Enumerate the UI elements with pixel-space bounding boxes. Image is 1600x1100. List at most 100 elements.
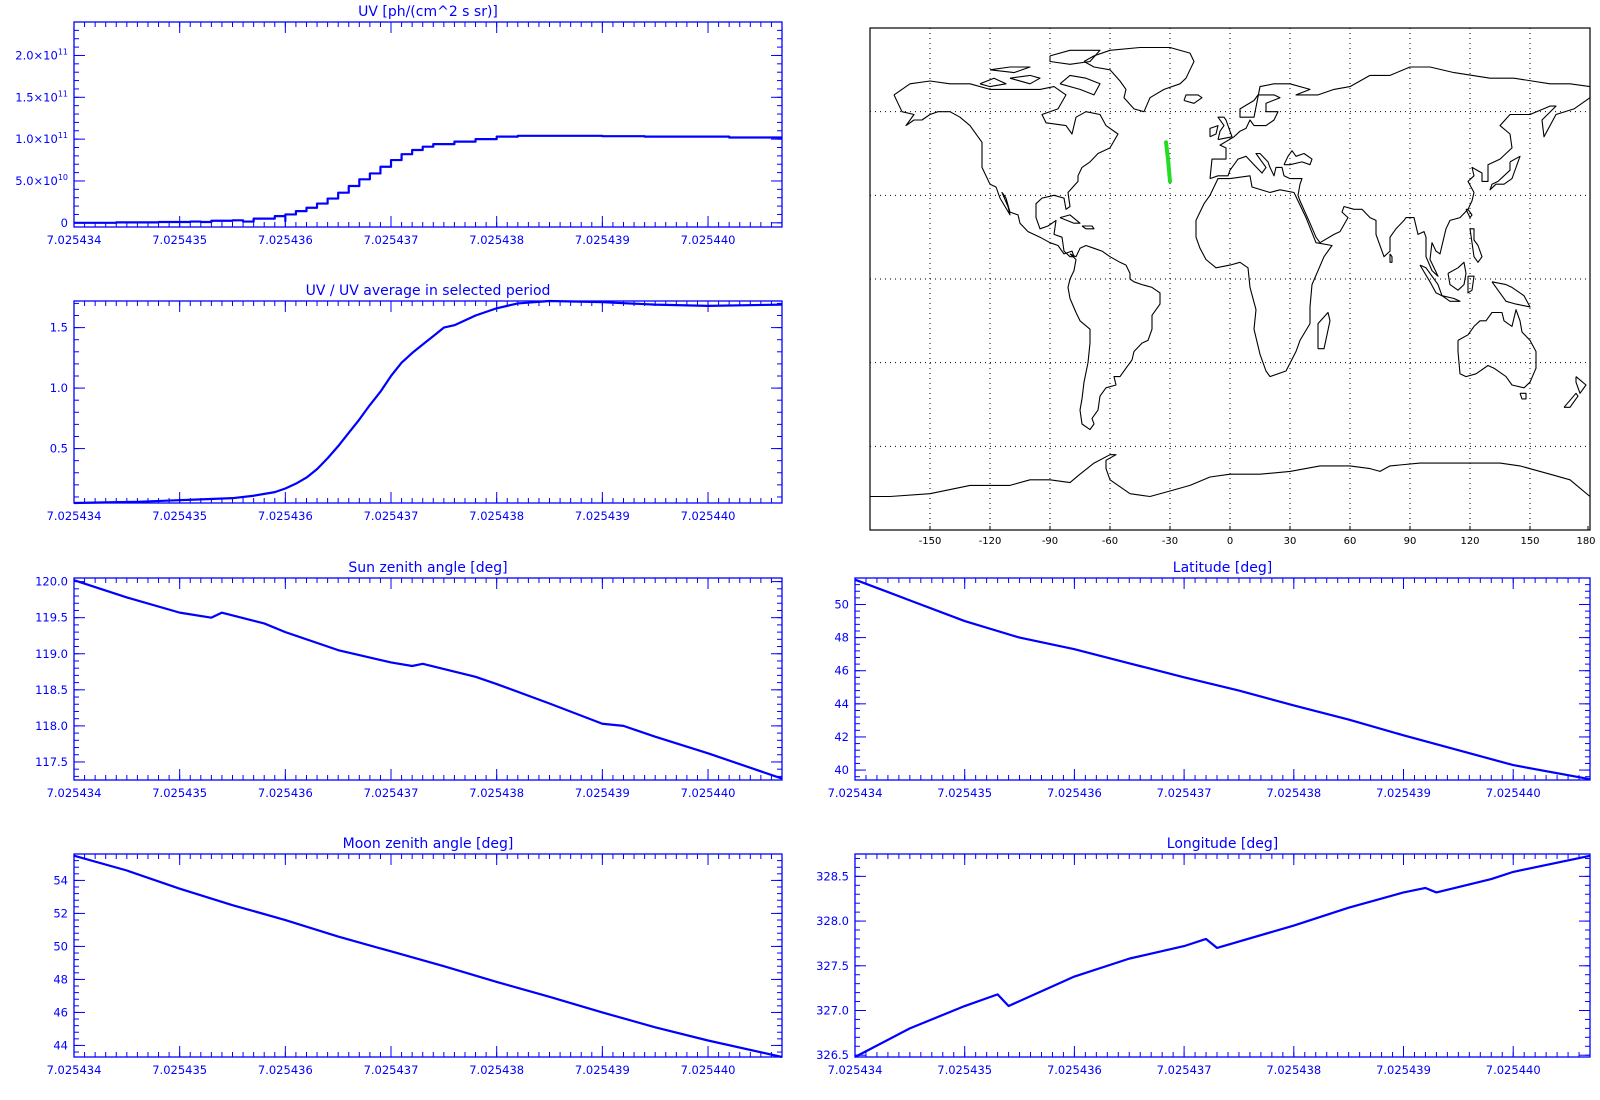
coastline [1217, 116, 1233, 141]
y-tick-mantissa: 2.0×10 [15, 48, 58, 62]
x-tick-label: 7.025440 [681, 509, 736, 523]
y-tick-label: 50 [834, 597, 849, 611]
x-tick-label: 7.025439 [1376, 786, 1431, 800]
map-lon-label: -30 [1162, 536, 1178, 547]
plot-frame [73, 21, 783, 228]
y-tick-label: 118.0 [35, 719, 68, 733]
map-lon-label: 30 [1284, 536, 1297, 547]
y-tick-mantissa: 5.0×10 [15, 174, 58, 188]
coastline [893, 80, 1119, 258]
coastline [1059, 74, 1101, 96]
coastline [1575, 376, 1587, 394]
x-tick-label: 7.025436 [258, 786, 313, 800]
x-tick-label: 7.025434 [47, 1063, 102, 1077]
plot-frame [73, 300, 783, 504]
x-tick-label: 7.025439 [575, 1063, 630, 1077]
y-tick-label: 54 [53, 873, 68, 887]
x-tick-label: 7.025436 [258, 509, 313, 523]
coastline [1519, 392, 1527, 400]
map-lon-label: 60 [1344, 536, 1357, 547]
coastline [1049, 49, 1101, 65]
chart-title: Sun zenith angle [deg] [348, 560, 507, 576]
plot-frame [73, 577, 783, 781]
map-lon-label: -150 [919, 536, 942, 547]
y-tick-label: 52 [53, 906, 68, 920]
y-tick-exponent: 11 [58, 131, 68, 140]
y-tick-label: 119.5 [35, 611, 68, 625]
y-tick-label: 46 [53, 1005, 68, 1019]
coastline [1563, 392, 1579, 408]
map-lon-label: 180 [1576, 536, 1595, 547]
plot-frame [73, 853, 783, 1058]
x-tick-label: 7.025440 [1486, 786, 1541, 800]
y-tick-label: 44 [834, 697, 849, 711]
y-tick-label: 46 [834, 664, 849, 678]
x-tick-label: 7.025438 [1266, 786, 1321, 800]
coastline [1465, 208, 1473, 219]
y-tick-mantissa: 1.5×10 [15, 90, 58, 104]
map-lon-label: -60 [1102, 536, 1118, 547]
chart-title: Moon zenith angle [deg] [343, 836, 514, 852]
x-tick-label: 7.025436 [258, 1063, 313, 1077]
x-tick-label: 7.025435 [152, 786, 207, 800]
chart-title: Latitude [deg] [1173, 560, 1272, 576]
series-line-ratio [73, 299, 783, 505]
chart-sza: Sun zenith angle [deg] 7.025434 7.025435 7.… [35, 560, 783, 800]
coastline [870, 454, 1591, 498]
map-lon-label: 90 [1404, 536, 1417, 547]
y-tick-label: 1.0×1011 [15, 131, 68, 146]
coastline [1419, 264, 1443, 297]
x-tick-label: 7.025439 [575, 786, 630, 800]
y-tick-label: 326.5 [816, 1048, 849, 1062]
coastline [1059, 214, 1081, 224]
coastline [1209, 125, 1219, 138]
series-line-lon [854, 854, 1591, 1058]
x-tick-label: 7.025439 [575, 509, 630, 523]
x-tick-label: 7.025435 [152, 233, 207, 247]
y-tick-label: 328.5 [816, 869, 849, 883]
coastline [1491, 281, 1531, 308]
coastline [1195, 175, 1333, 378]
map-lon-label: 150 [1520, 536, 1539, 547]
x-tick-label: 7.025440 [681, 233, 736, 247]
y-tick-label: 44 [53, 1038, 68, 1052]
x-tick-label: 7.025434 [828, 786, 883, 800]
y-tick-exponent: 11 [58, 47, 68, 56]
coastline [1067, 244, 1161, 431]
coastline [1457, 309, 1537, 389]
x-tick-label: 7.025437 [1157, 786, 1212, 800]
chart-mza: Moon zenith angle [deg] 7.025434 7.025435 7… [47, 836, 783, 1077]
y-tick-label: 1.0 [50, 381, 68, 395]
x-tick-label: 7.025435 [152, 509, 207, 523]
plot-frame [854, 853, 1591, 1058]
y-tick-label: 0 [61, 216, 68, 230]
y-tick-label: 50 [53, 939, 68, 953]
x-tick-label: 7.025437 [364, 786, 419, 800]
coastline [1081, 225, 1095, 230]
x-tick-label: 7.025438 [469, 1063, 524, 1077]
x-tick-label: 7.025440 [681, 786, 736, 800]
coastline [1489, 155, 1521, 191]
x-tick-label: 7.025434 [47, 509, 102, 523]
chart-ratio: UV / UV average in selected period 7.0254… [47, 283, 783, 523]
y-tick-mantissa: 0 [61, 216, 68, 230]
chart-lon: Longitude [deg] 7.025434 7.025435 7.025436 7… [816, 836, 1591, 1077]
y-tick-label: 328.0 [816, 914, 849, 928]
x-tick-label: 7.025436 [258, 233, 313, 247]
y-tick-label: 48 [834, 631, 849, 645]
x-tick-label: 7.025440 [1486, 1063, 1541, 1077]
y-tick-label: 119.0 [35, 647, 68, 661]
chart-title: UV [ph/(cm^2 s sr)] [358, 4, 498, 20]
y-tick-label: 5.0×1010 [15, 173, 68, 188]
map-lon-label: 120 [1460, 536, 1479, 547]
coastline [1083, 46, 1195, 113]
chart-title: UV / UV average in selected period [306, 283, 551, 299]
x-tick-label: 7.025437 [364, 233, 419, 247]
series-line-sza [73, 579, 783, 780]
x-tick-label: 7.025438 [469, 233, 524, 247]
map-lon-label: -90 [1042, 536, 1058, 547]
x-tick-label: 7.025435 [152, 1063, 207, 1077]
coastline [1009, 74, 1041, 85]
y-tick-label: 40 [834, 763, 849, 777]
